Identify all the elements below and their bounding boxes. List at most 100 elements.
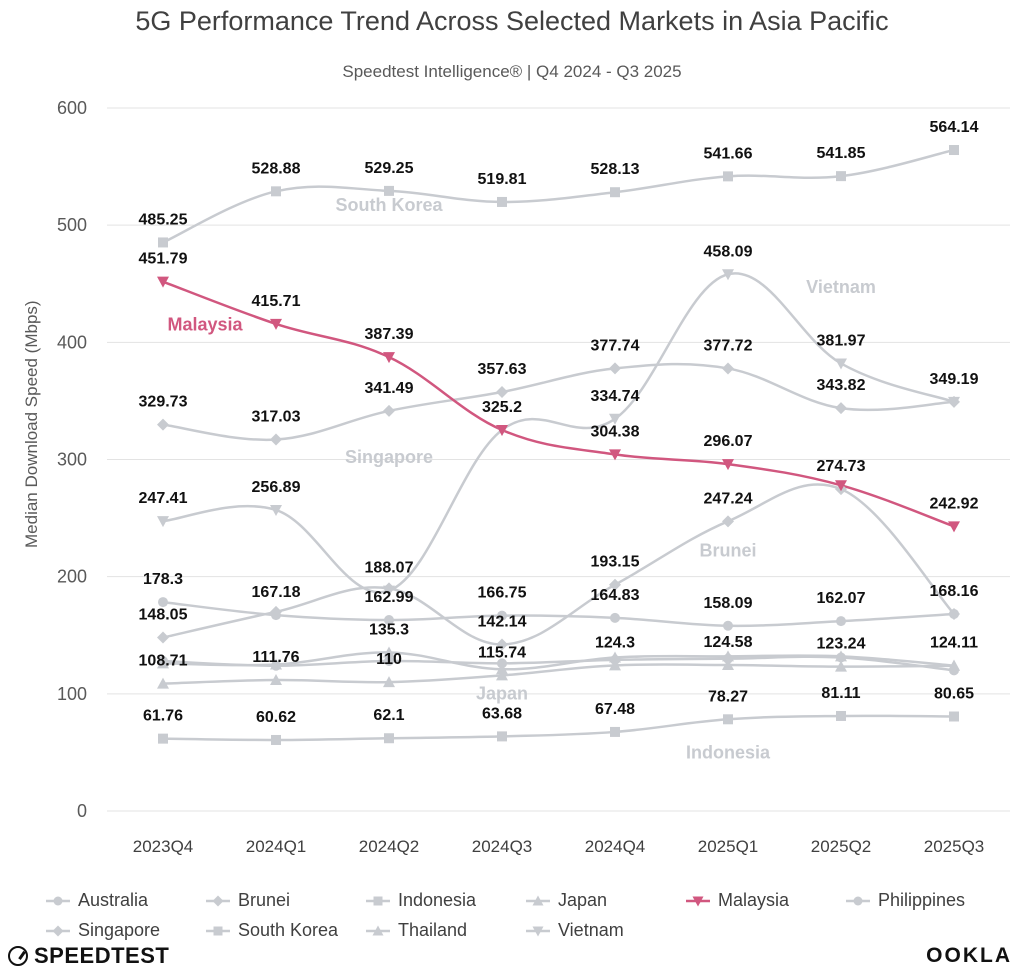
brunei-marker [157,631,169,644]
malaysia-data-label: 242.92 [930,495,979,512]
legend-item-vietnam[interactable]: Vietnam [526,920,624,941]
legend-swatch-marker [52,925,64,936]
vietnam-marker [609,413,621,425]
japan-marker [496,663,508,675]
vietnam-marker [383,585,395,597]
malaysia-data-label: 296.07 [704,433,753,450]
thailand-marker [496,669,508,681]
australia-marker [723,620,733,631]
legend-item-australia[interactable]: Australia [46,890,148,911]
legend-swatch-marker [532,895,544,905]
legend-item-japan[interactable]: Japan [526,890,607,911]
indonesia-data-label: 80.65 [934,686,974,703]
australia-data-label: 158.09 [704,595,753,612]
legend-swatch-marker [213,926,223,935]
singapore-marker [609,362,621,375]
legend-label: Australia [78,890,149,910]
legend-item-indonesia[interactable]: Indonesia [366,890,476,911]
legend-swatch [526,926,550,936]
legend-swatch [366,896,390,905]
legend-item-thailand[interactable]: Thailand [366,920,467,941]
vietnam-data-label: 247.41 [139,490,188,507]
indonesia-data-label: 60.62 [256,709,296,726]
x-tick-label: 2023Q4 [133,837,194,856]
brunei-annotation: Brunei [699,541,756,561]
legend-item-brunei[interactable]: Brunei [206,890,290,911]
series-markers [157,145,960,745]
australia-data-label: 164.83 [591,587,640,604]
legend-swatch [206,895,230,906]
singapore-data-label: 377.72 [704,337,753,354]
brunei-data-label: 274.73 [817,458,866,475]
south-korea-marker [723,171,733,182]
ookla-logo: OOKLA [926,944,1012,967]
singapore-marker [722,362,734,375]
thailand-marker [270,674,282,686]
malaysia-data-label: 304.38 [591,423,640,440]
malaysia-line [162,280,955,528]
legend-swatch-marker [532,926,544,936]
legend-swatch-marker [53,896,63,905]
x-tick-label: 2025Q1 [698,837,759,856]
legend-item-south-korea[interactable]: South Korea [206,920,338,941]
x-tick-label: 2025Q2 [811,837,872,856]
legend-label: Indonesia [398,890,477,910]
legend-item-singapore[interactable]: Singapore [46,920,160,941]
legend-swatch [46,896,70,905]
indonesia-marker [949,711,959,722]
singapore-data-label: 341.49 [365,380,414,397]
legend-swatch [526,895,550,905]
brunei-data-label: 148.05 [139,607,188,624]
brunei-data-label: 193.15 [591,554,640,571]
indonesia-marker [271,734,281,745]
philippines-line [162,655,955,672]
philippines-marker [836,652,846,663]
indonesia-marker [497,731,507,742]
australia-marker [384,615,394,626]
vietnam-marker [157,516,169,528]
thailand-marker [835,660,847,672]
thailand-marker [722,659,734,671]
brunei-marker [948,607,960,620]
australia-marker [836,616,846,627]
legend-label: South Korea [238,920,339,940]
vietnam-annotation: Vietnam [806,277,876,297]
singapore-marker [496,385,508,398]
south-korea-marker [384,185,394,196]
philippines-marker [271,660,281,671]
legend-swatch-marker [373,896,383,905]
malaysia-data-label: 325.2 [482,399,522,416]
y-tick-label: 200 [57,567,87,587]
thailand-marker [157,677,169,689]
legend-item-philippines[interactable]: Philippines [846,890,965,911]
south-korea-marker [836,171,846,182]
y-tick-label: 100 [57,684,87,704]
singapore-marker [270,433,282,446]
x-tick-label: 2024Q3 [472,837,533,856]
south-korea-data-label: 541.66 [704,145,753,162]
japan-annotation: Japan [476,684,528,704]
legend-item-malaysia[interactable]: Malaysia [686,890,789,911]
singapore-marker [383,404,395,417]
south-korea-marker [610,187,620,198]
malaysia-marker [948,521,960,533]
brunei-marker [496,638,508,651]
malaysia-marker [835,480,847,492]
legend-swatch [46,925,70,936]
vietnam-marker [948,396,960,408]
chart-subtitle: Speedtest Intelligence® | Q4 2024 - Q3 2… [342,62,682,81]
x-tick-label: 2025Q3 [924,837,985,856]
axis-ticks: 0 100 200 300 400 500 600 2023Q4 2024Q1 2024Q2 202… [57,98,984,856]
vietnam-data-label: 458.09 [704,243,753,260]
y-tick-label: 400 [57,332,87,352]
thailand-line [162,663,955,685]
legend-label: Thailand [398,920,468,940]
indonesia-marker [158,733,168,744]
south-korea-data-label: 541.85 [817,145,866,162]
philippines-marker [158,656,168,667]
south-korea-marker [271,186,281,197]
vietnam-data-label: 188.07 [365,560,414,577]
south-korea-annotation: South Korea [335,195,443,215]
singapore-annotation: Singapore [345,447,433,467]
legend-swatch-marker [372,925,384,935]
